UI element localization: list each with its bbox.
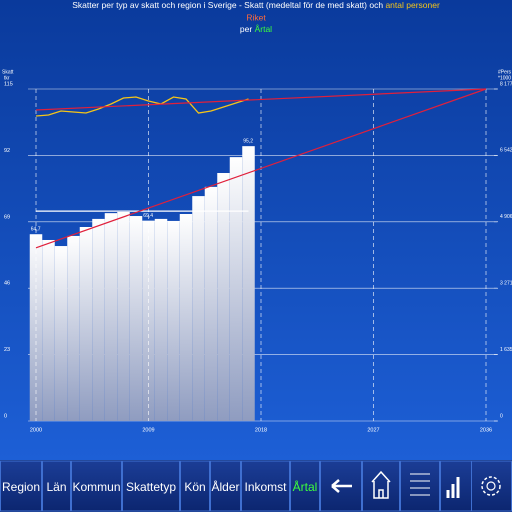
- toolbar-button[interactable]: [290, 460, 320, 512]
- y-tick-label: 0: [4, 413, 7, 419]
- y-axis-label: tkr: [4, 75, 10, 81]
- toolbar-button-label[interactable]: Årtal: [293, 479, 318, 494]
- y2-tick-label: 3 271: [500, 281, 512, 287]
- subtitle-part: per: [240, 24, 252, 34]
- toolbar-button[interactable]: [210, 460, 241, 512]
- toolbar-button-label[interactable]: Ålder: [211, 479, 239, 494]
- toolbar-button[interactable]: [180, 460, 210, 512]
- data-label: 95,2: [243, 138, 253, 144]
- bar: [92, 218, 105, 421]
- y-tick-label: 23: [4, 347, 10, 353]
- bar: [129, 216, 143, 421]
- trend-line: [35, 88, 487, 111]
- toolbar-button[interactable]: [0, 460, 42, 512]
- bar: [54, 246, 68, 421]
- home-icon: [371, 470, 391, 499]
- y-tick-label: 46: [4, 281, 10, 287]
- bar: [217, 173, 230, 421]
- gear-icon-center: [486, 481, 496, 491]
- bar: [242, 146, 255, 421]
- bars-icon: [446, 477, 460, 498]
- y2-tick-label: 6 542: [500, 148, 512, 154]
- title-part: Skatter per typ av skatt och region i Sv…: [72, 0, 383, 10]
- x-tick-label: 2036: [480, 427, 492, 433]
- x-tick-label: 2000: [30, 427, 42, 433]
- bar: [167, 220, 180, 421]
- bar: [204, 186, 218, 421]
- toolbar-button-label[interactable]: Inkomst: [244, 480, 287, 494]
- gear-icon: [481, 476, 501, 496]
- bar: [104, 213, 118, 421]
- x-tick-label: 2018: [255, 427, 267, 433]
- y-axis-label: Skatt: [2, 69, 14, 75]
- subtitle: Riket: [246, 12, 266, 22]
- y2-tick-label: 1 635: [500, 347, 512, 353]
- y-tick-label: 115: [4, 81, 13, 87]
- toolbar-button[interactable]: [122, 460, 180, 512]
- bar: [117, 211, 130, 421]
- chart-title: Skatter per typ av skatt och region i Sv…: [72, 0, 440, 10]
- line-series: [35, 96, 249, 117]
- toolbar-button-label[interactable]: Skattetyp: [126, 480, 176, 494]
- list-icon: [410, 473, 430, 496]
- x-tick-label: 2009: [142, 427, 154, 433]
- toolbar-button-label[interactable]: Kommun: [72, 480, 120, 494]
- toolbar-button[interactable]: [42, 460, 71, 512]
- bar: [154, 218, 168, 421]
- toolbar-button-label[interactable]: Region: [2, 480, 40, 494]
- home-button[interactable]: [362, 460, 400, 512]
- bar: [79, 226, 93, 421]
- y-tick-label: 69: [4, 214, 10, 220]
- x-tick-label: 2027: [367, 427, 379, 433]
- toolbar-button-label[interactable]: Kön: [184, 480, 205, 494]
- toolbar-buttons: Region Län Kommun Skattetyp Kön Ålder Inkomst Å…: [0, 460, 320, 512]
- title-part: antal personer: [385, 0, 440, 10]
- trend-line: [35, 88, 487, 249]
- toolbar-button[interactable]: [241, 460, 290, 512]
- y2-tick-label: 4 906: [500, 214, 512, 220]
- bars-button[interactable]: [440, 460, 472, 512]
- bar: [229, 157, 243, 421]
- settings-button[interactable]: [471, 460, 512, 512]
- y2-axis-label: #Pers: [498, 69, 512, 75]
- bar: [67, 235, 80, 421]
- y2-tick-label: 0: [500, 413, 503, 419]
- bar: [42, 239, 55, 421]
- list-button[interactable]: [400, 460, 440, 512]
- bar: [179, 214, 193, 421]
- back-icon: [331, 479, 352, 493]
- y2-tick-label: 8 177: [500, 81, 512, 87]
- y2-axis-label: *1000: [498, 75, 511, 81]
- toolbar-button[interactable]: [71, 460, 122, 512]
- subtitle2: per Årtal: [240, 24, 272, 34]
- toolbar-icons: [320, 460, 512, 512]
- y-tick-label: 92: [4, 148, 10, 154]
- subtitle-part: Årtal: [255, 24, 273, 34]
- bar: [192, 196, 205, 421]
- toolbar-button-label[interactable]: Län: [46, 480, 66, 494]
